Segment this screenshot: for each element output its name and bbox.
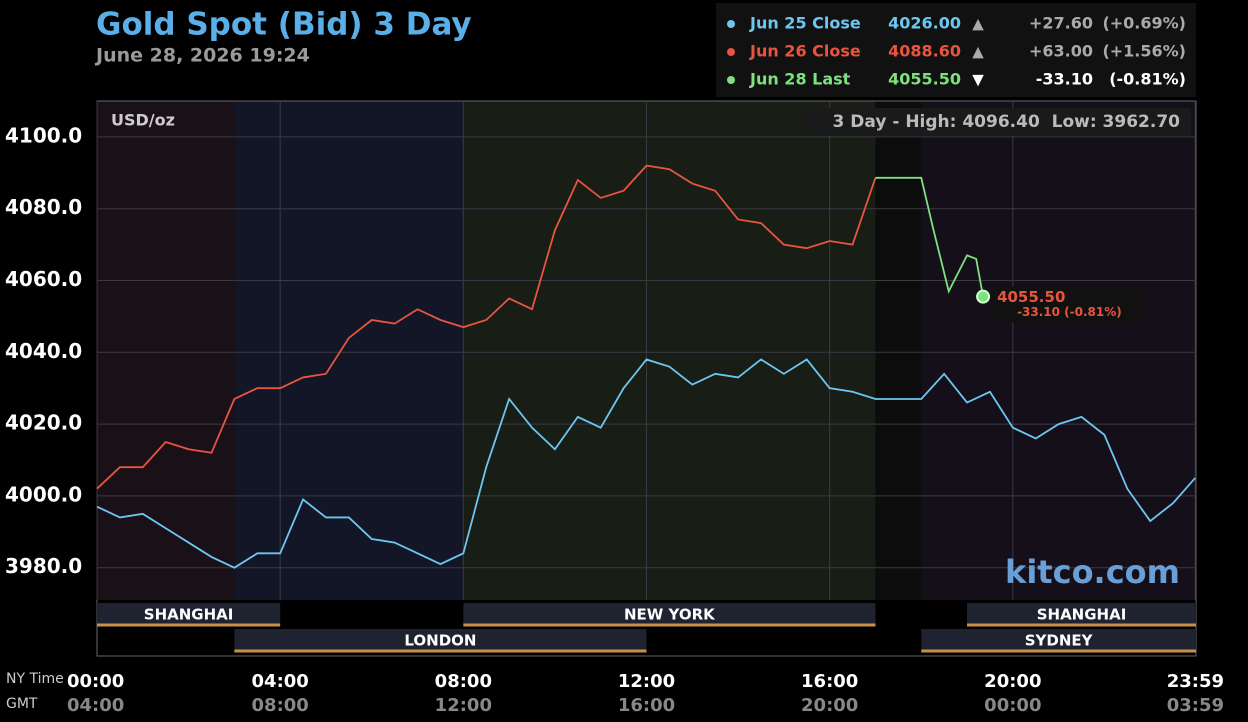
y-tick-label: 4040.0 [5,339,82,363]
y-tick-label: 4060.0 [5,267,82,291]
legend-change: -33.10 [1036,70,1093,89]
unit-label: USD/oz [111,111,175,130]
x-tick-label: 12:00 [618,671,675,692]
legend-price: 4055.50 [888,70,961,89]
session-bar [97,603,281,625]
last-label: 4055.50 [997,288,1065,306]
x-tick-label: 23:59 [1167,671,1224,692]
gmt-tick-label: 08:00 [252,695,309,716]
session-band [234,101,464,600]
legend-change: +27.60 [1029,14,1093,33]
legend-percent: (-0.81%) [1109,70,1186,89]
gmt-tick-label: 16:00 [618,695,675,716]
legend-dot [727,76,735,84]
gmt-tick-label: 00:00 [984,695,1041,716]
chart-subtitle: June 28, 2026 19:24 [94,45,310,67]
y-tick-label: 4100.0 [5,123,82,147]
gmt-tick-label: 04:00 [67,695,124,716]
last-label-box [993,286,1144,323]
legend-dot [727,20,735,28]
session-band [921,101,1196,600]
price-line [96,358,1196,569]
legend-name: Jun 25 Close [749,14,861,33]
session-label: SHANGHAI [144,606,234,624]
x-tick-label: 00:00 [67,671,124,692]
gmt-tick-label: 03:59 [1167,695,1224,716]
session-band [97,101,235,600]
legend-name: Jun 26 Close [749,42,861,61]
session-band [875,101,922,600]
last-point [976,289,991,304]
x-tick-label: 20:00 [984,671,1041,692]
legend-percent: (+0.69%) [1102,14,1186,33]
price-line [96,164,877,490]
session-bar [967,603,1196,625]
session-label: LONDON [404,632,476,650]
price-line [875,176,984,297]
x-row-label: NY Time [6,671,64,687]
chart-title: Gold Spot (Bid) 3 Day [96,7,472,43]
session-band [463,101,876,600]
session-bar [463,603,876,625]
legend-arrow: ▲ [972,43,984,61]
session-bar [921,629,1196,651]
legend-arrow: ▼ [972,71,984,89]
x-tick-label: 08:00 [435,671,492,692]
legend-arrow: ▲ [972,15,984,33]
y-tick-label: 4000.0 [5,482,82,506]
y-tick-label: 4020.0 [5,411,82,435]
x-tick-label: 04:00 [252,671,309,692]
legend-price: 4088.60 [888,42,961,61]
range-box [803,108,1191,136]
last-change-label: -33.10 (-0.81%) [1017,305,1122,319]
x-row-label: GMT [6,696,38,712]
range-label: 3 Day - High: 4096.40 Low: 3962.70 [833,112,1181,132]
session-bar [234,629,647,651]
watermark: kitco.com [1005,553,1180,591]
gmt-tick-label: 12:00 [435,695,492,716]
y-tick-label: 4080.0 [5,195,82,219]
legend-price: 4026.00 [888,14,961,33]
legend-box [716,3,1196,97]
session-label: NEW YORK [624,606,716,624]
session-label: SHANGHAI [1037,606,1127,624]
y-tick-label: 3980.0 [5,554,82,578]
legend-change: +63.00 [1029,42,1093,61]
session-label: SYDNEY [1025,632,1094,650]
legend-dot [727,48,735,56]
gmt-tick-label: 20:00 [801,695,858,716]
x-tick-label: 16:00 [801,671,858,692]
legend-percent: (+1.56%) [1102,42,1186,61]
legend-name: Jun 28 Last [749,70,851,89]
